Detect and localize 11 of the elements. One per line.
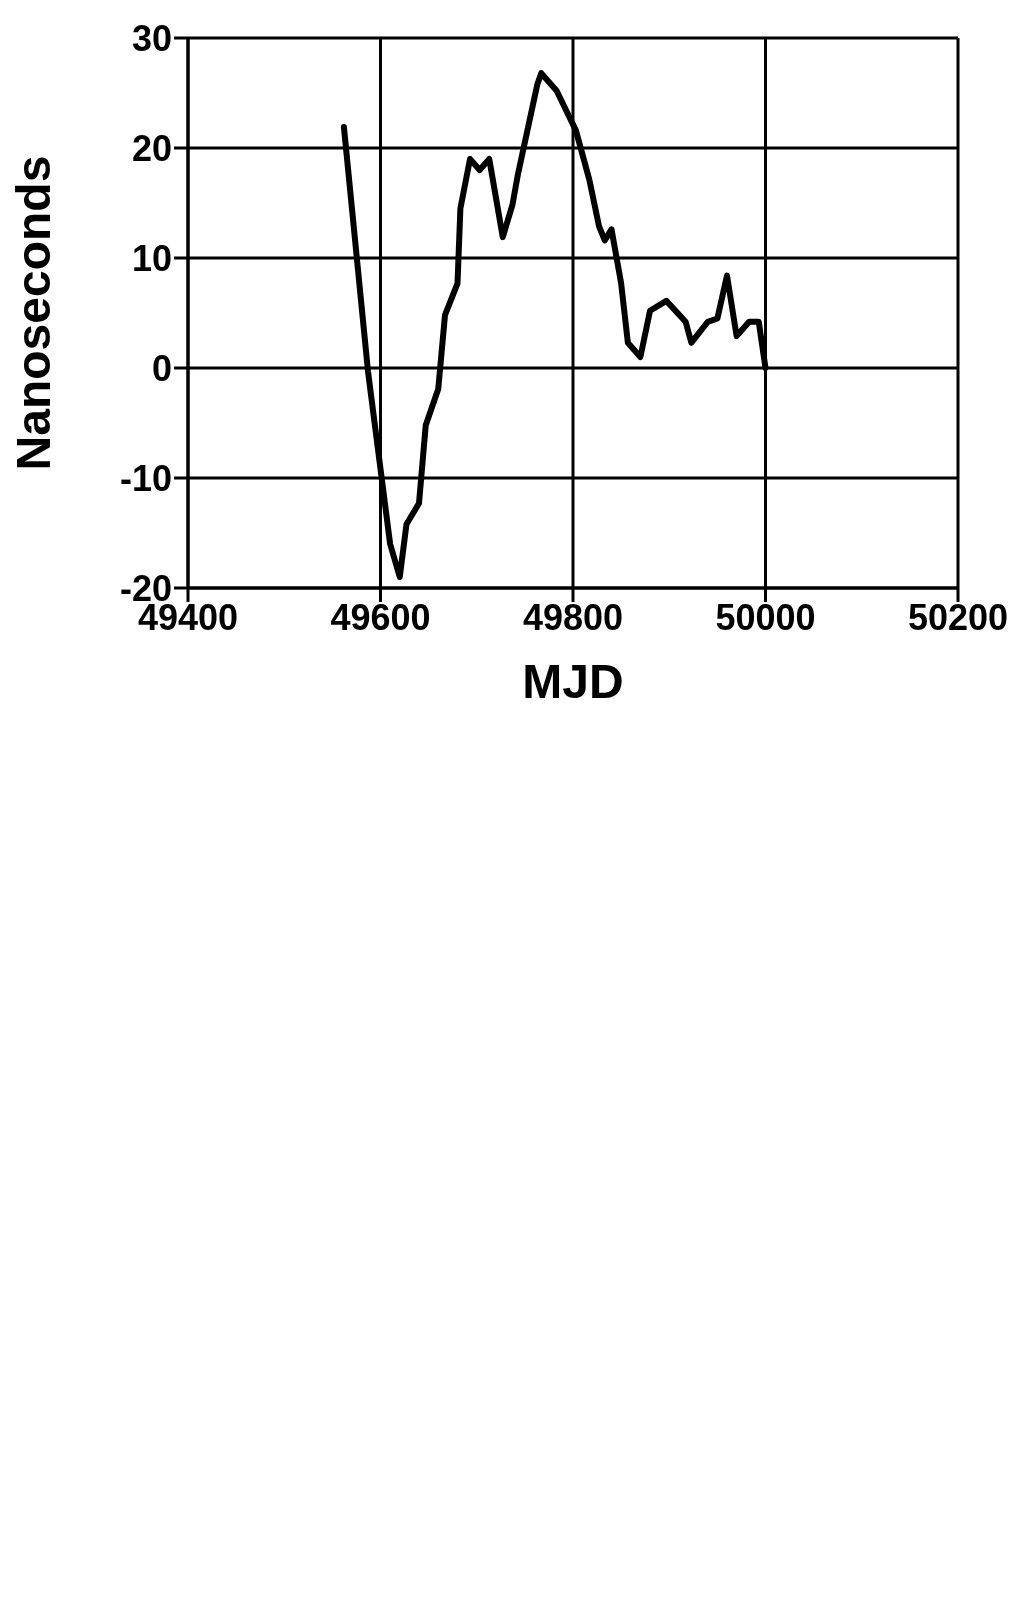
y-tick-label: -10 (119, 457, 172, 499)
y-tick-label: 20 (131, 127, 172, 169)
x-tick-label: 50000 (715, 596, 816, 638)
x-tick-label: 49800 (522, 596, 624, 638)
y-axis-title: Nanoseconds (7, 155, 61, 471)
x-tick-label: 49600 (330, 596, 431, 638)
x-axis-title: MJD (522, 655, 624, 708)
y-tick-label: 10 (131, 237, 172, 279)
y-tick-label: 30 (131, 17, 172, 59)
y-tick-label: 0 (151, 347, 172, 389)
x-tick-label: 50200 (907, 596, 1009, 638)
